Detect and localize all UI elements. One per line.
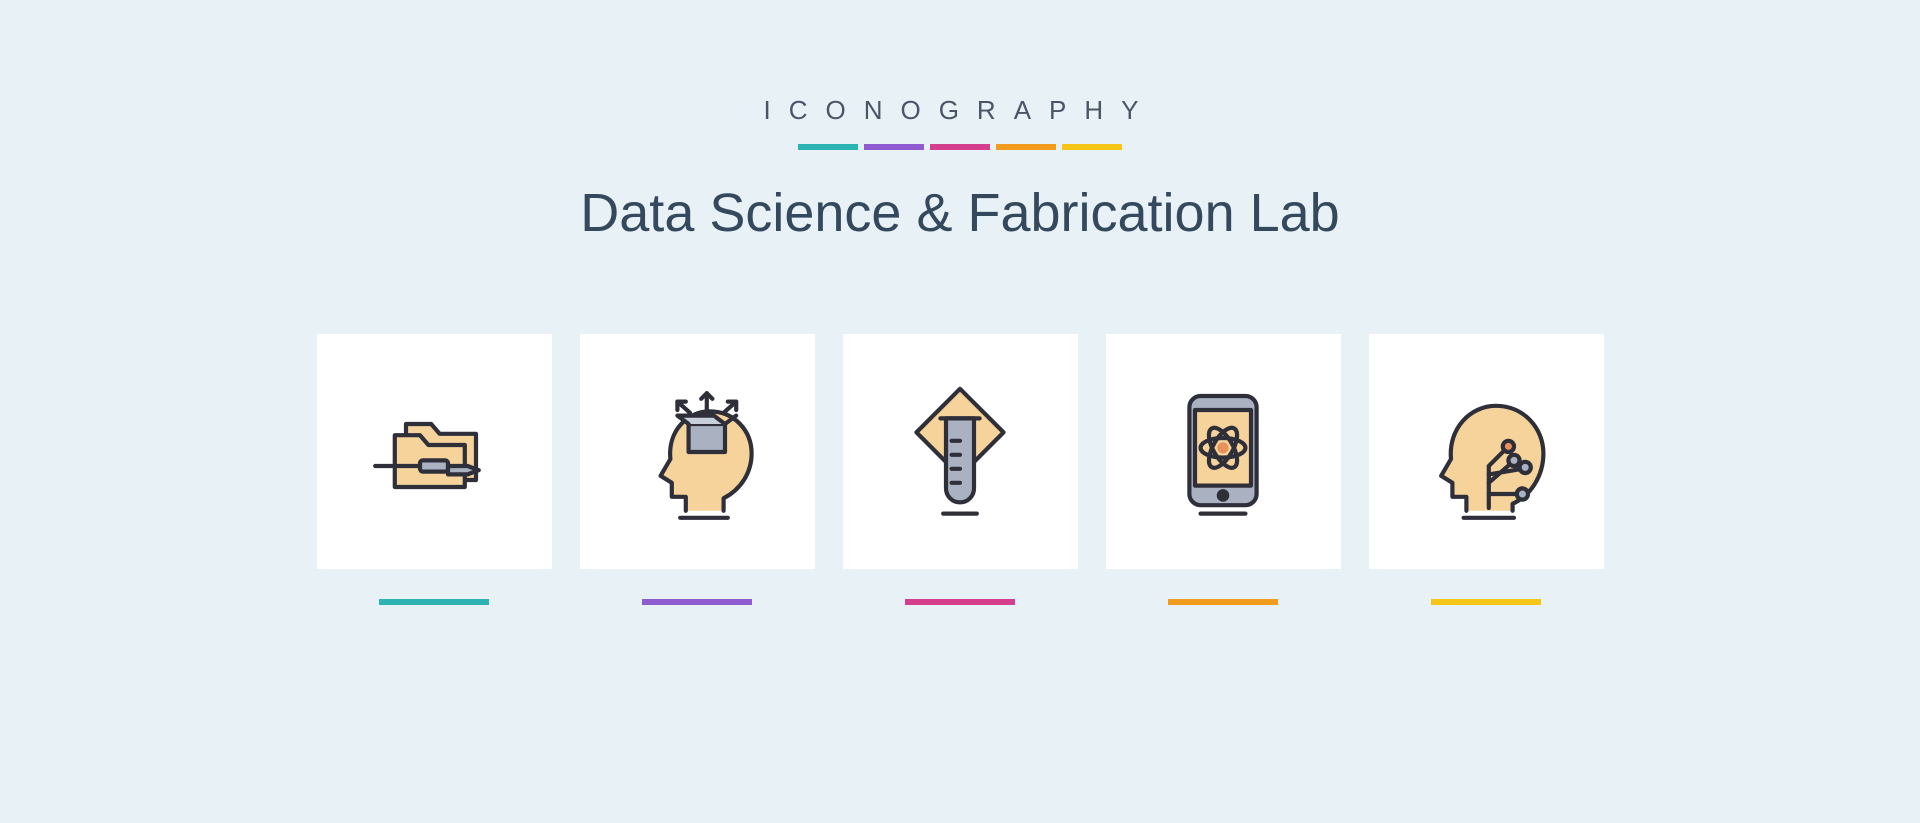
icon-cell bbox=[317, 334, 552, 605]
icon-card bbox=[1106, 334, 1341, 569]
head-box-icon bbox=[627, 382, 767, 522]
eyebrow-label: ICONOGRAPHY bbox=[763, 95, 1156, 126]
underline-purple bbox=[864, 144, 924, 150]
icon-cell bbox=[580, 334, 815, 605]
head-circuit-icon bbox=[1416, 382, 1556, 522]
separator bbox=[1168, 599, 1278, 605]
icon-card bbox=[843, 334, 1078, 569]
underline-teal bbox=[798, 144, 858, 150]
phone-atom-icon bbox=[1153, 382, 1293, 522]
icon-cell bbox=[1369, 334, 1604, 605]
icon-cell bbox=[843, 334, 1078, 605]
separator bbox=[905, 599, 1015, 605]
eyebrow-underline bbox=[798, 144, 1122, 150]
test-tube-icon bbox=[890, 382, 1030, 522]
separator bbox=[1431, 599, 1541, 605]
icon-row bbox=[317, 334, 1604, 605]
underline-yellow bbox=[1062, 144, 1122, 150]
underline-orange bbox=[996, 144, 1056, 150]
separator bbox=[379, 599, 489, 605]
separator bbox=[642, 599, 752, 605]
icon-card bbox=[317, 334, 552, 569]
icon-card bbox=[580, 334, 815, 569]
icon-cell bbox=[1106, 334, 1341, 605]
folder-tool-icon bbox=[364, 382, 504, 522]
underline-magenta bbox=[930, 144, 990, 150]
icon-card bbox=[1369, 334, 1604, 569]
page-title: Data Science & Fabrication Lab bbox=[580, 182, 1339, 244]
